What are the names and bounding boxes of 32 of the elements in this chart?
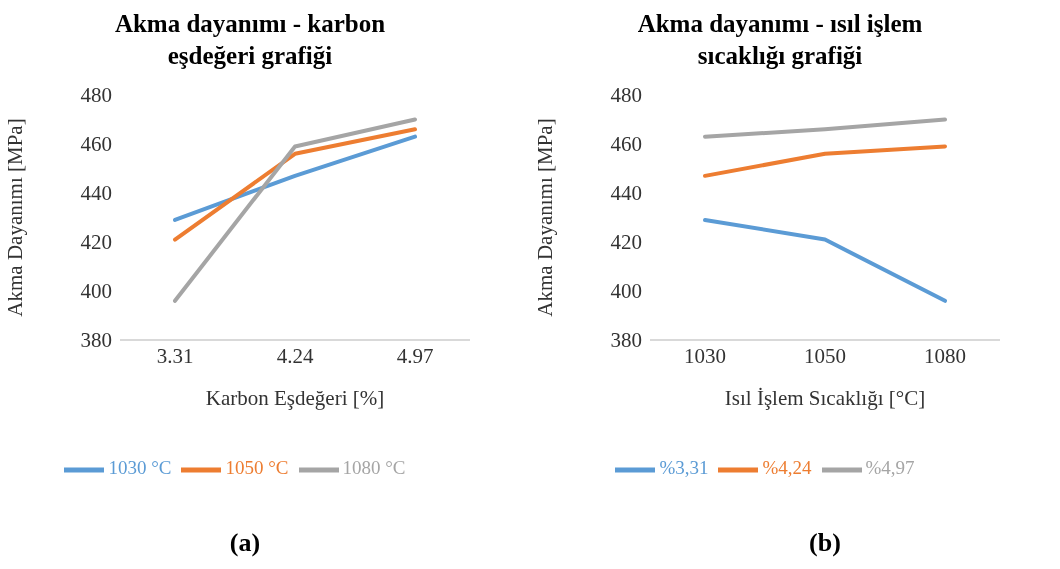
y-tick-label: 420 <box>80 230 112 255</box>
text: (a) <box>228 528 262 558</box>
y-tick-label: 400 <box>610 279 642 304</box>
x-axis-title: Isıl İşlem Sıcaklığı [°C] <box>724 386 926 410</box>
y-axis-title: Akma Dayanımı [MPa] <box>533 118 558 317</box>
x-tick-label: 3.31 <box>156 343 194 368</box>
y-tick-label: 460 <box>80 132 112 157</box>
legend-label: 1050 °C <box>225 457 289 479</box>
y-tick-label: 460 <box>610 132 642 157</box>
y-tick-label: 480 <box>610 83 642 108</box>
x-axis-title: Karbon Eşdeğeri [%] <box>205 386 385 410</box>
legend-label: 1080 °C <box>342 457 406 479</box>
y-tick-label: 440 <box>610 181 642 206</box>
chart-title: Akma dayanımı - ısıl işlem sıcaklığı grafiği <box>636 9 924 71</box>
y-tick-label: 380 <box>80 328 112 353</box>
text: (b) <box>808 528 842 558</box>
x-tick-label: 4.24 <box>276 343 314 368</box>
y-tick-label: 380 <box>610 328 642 353</box>
chart-title: Akma dayanımı - karbon eşdeğeri grafiği <box>113 9 387 71</box>
y-tick-label: 420 <box>610 230 642 255</box>
y-tick-label: 480 <box>80 83 112 108</box>
y-axis-title: Akma Dayanımı [MPa] <box>3 118 28 317</box>
x-tick-label: 1080 <box>924 343 966 368</box>
legend-label: %3,31 <box>659 457 709 479</box>
legend-label: %4,97 <box>865 457 915 479</box>
x-tick-label: 4.97 <box>396 343 434 368</box>
y-tick-label: 400 <box>80 279 112 304</box>
x-tick-label: 1050 <box>804 343 846 368</box>
legend-label: %4,24 <box>762 457 812 479</box>
legend-label: 1030 °C <box>108 457 172 479</box>
x-tick-label: 1030 <box>684 343 726 368</box>
y-tick-label: 440 <box>80 181 112 206</box>
